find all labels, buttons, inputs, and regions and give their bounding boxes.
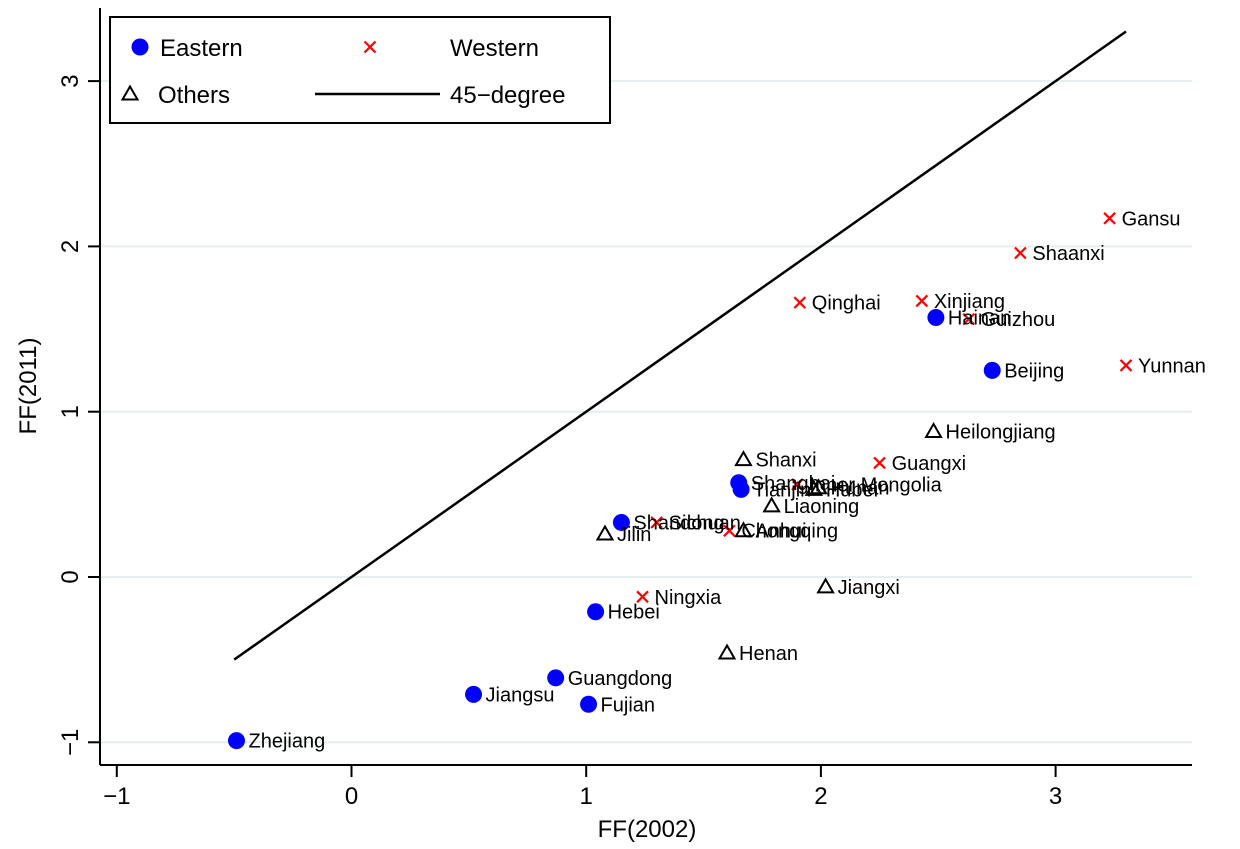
y-tick-label-2: 1	[57, 405, 84, 418]
x-tick-label-0: −1	[103, 783, 130, 810]
point-labels: Zhejiang Jiangsu Guangdong Fujian Hebei Shand…	[248, 208, 1205, 752]
legend-western-label: Western	[450, 35, 539, 62]
point-tianjin	[732, 480, 750, 498]
point-henan	[717, 643, 737, 660]
point-hunan	[809, 478, 828, 495]
point-label-guangdong: Guangdong	[568, 668, 673, 690]
y-axis-title: FF(2011)	[15, 338, 42, 435]
point-label-zhejiang: Zhejiang	[248, 731, 325, 753]
point-label-henan: Henan	[739, 643, 798, 665]
x-tick-label-3: 2	[814, 783, 827, 810]
point-chongqing	[723, 524, 736, 537]
point-inner-mongolia	[791, 478, 804, 491]
point-shaanxi	[1014, 246, 1027, 260]
point-label-tianjin: Tianjin	[753, 479, 811, 501]
legend-western-swatch	[363, 40, 377, 54]
legend-others-label: Others	[158, 82, 230, 109]
45-degree-line-group	[233, 30, 1127, 661]
point-hainan	[927, 308, 945, 326]
point-ningxia	[636, 590, 649, 604]
y-tick-label-1: 0	[57, 570, 84, 583]
y-tick-label-4: 3	[57, 74, 84, 87]
point-label-xinjiang: Xinjiang	[934, 291, 1005, 313]
x-axis-ticks: −1 0 1 2 3	[103, 765, 1062, 810]
point-label-hainan: Hainan	[948, 307, 1011, 329]
point-fujian	[580, 695, 598, 713]
point-label-sichuan: Sichuan	[669, 512, 741, 534]
x-tick-label-1: 0	[345, 783, 358, 810]
point-label-anhui: Anhui	[755, 521, 806, 543]
point-label-hunan: Hunan	[831, 478, 890, 500]
point-label-shaanxi: Shaanxi	[1032, 243, 1104, 265]
point-label-guangxi: Guangxi	[892, 453, 967, 475]
legend-box	[109, 16, 611, 124]
point-hubei	[804, 479, 824, 496]
point-label-qinghai: Qinghai	[812, 293, 881, 315]
point-jilin	[595, 524, 615, 541]
point-zhejiang	[227, 732, 245, 750]
plot-frame	[99, 8, 1192, 766]
point-heilongjiang	[924, 422, 943, 439]
point-anhui	[734, 521, 753, 538]
legend-eastern-label: Eastern	[160, 35, 243, 62]
point-gansu	[1103, 212, 1116, 225]
point-label-shanxi: Shanxi	[755, 450, 816, 472]
point-label-shanghai: Shanghai	[751, 473, 836, 495]
point-label-jilin: Jilin	[617, 524, 651, 546]
point-label-ningxia: Ningxia	[655, 587, 723, 609]
forty-five-degree-line	[233, 30, 1127, 661]
point-guangdong	[547, 669, 565, 687]
point-label-jiangxi: Jiangxi	[838, 577, 900, 599]
data-points	[227, 212, 1133, 750]
point-hebei	[587, 603, 605, 621]
x-tick-label-4: 3	[1049, 783, 1062, 810]
point-liaoning	[762, 496, 781, 513]
y-axis-ticks: −1 0 1 2 3	[57, 74, 100, 756]
point-label-jiangsu: Jiangsu	[486, 684, 555, 706]
point-label-yunnan: Yunnan	[1138, 355, 1206, 377]
point-label-inner-mongolia: Inner Mongolia	[809, 474, 942, 496]
point-jiangsu	[465, 685, 483, 703]
x-axis-title: FF(2002)	[598, 816, 697, 843]
point-beijing	[983, 361, 1001, 379]
point-label-heilongjiang: Heilongjiang	[946, 422, 1056, 444]
y-tick-label-3: 2	[57, 240, 84, 253]
point-sichuan	[650, 516, 663, 529]
point-xinjiang	[915, 294, 929, 308]
point-guangxi	[873, 456, 886, 470]
point-shandong	[612, 513, 630, 531]
gridlines	[100, 80, 1192, 744]
point-label-hebei: Hebei	[608, 602, 660, 624]
x-tick-label-2: 1	[580, 783, 593, 810]
point-label-beijing: Beijing	[1004, 360, 1064, 382]
point-jiangxi	[816, 577, 835, 594]
point-label-fujian: Fujian	[601, 694, 655, 716]
legend-others-swatch	[120, 84, 140, 101]
legend: Eastern Western Others 45−degree	[109, 16, 611, 124]
legend-eastern-swatch	[131, 38, 149, 56]
legend-45-degree-label: 45−degree	[450, 82, 565, 109]
point-guizhou	[962, 312, 976, 326]
point-label-shandong: Shandong	[633, 512, 724, 534]
point-yunnan	[1119, 359, 1133, 372]
point-qinghai	[793, 296, 807, 309]
point-label-liaoning: Liaoning	[784, 496, 860, 518]
point-label-hubei: Hubei	[826, 479, 878, 501]
point-label-chongqing: Chongqing	[741, 521, 838, 543]
point-label-gansu: Gansu	[1122, 208, 1181, 230]
point-label-guizhou: Guizhou	[981, 309, 1056, 331]
point-shanxi	[734, 450, 753, 467]
y-tick-label-0: −1	[57, 729, 84, 756]
